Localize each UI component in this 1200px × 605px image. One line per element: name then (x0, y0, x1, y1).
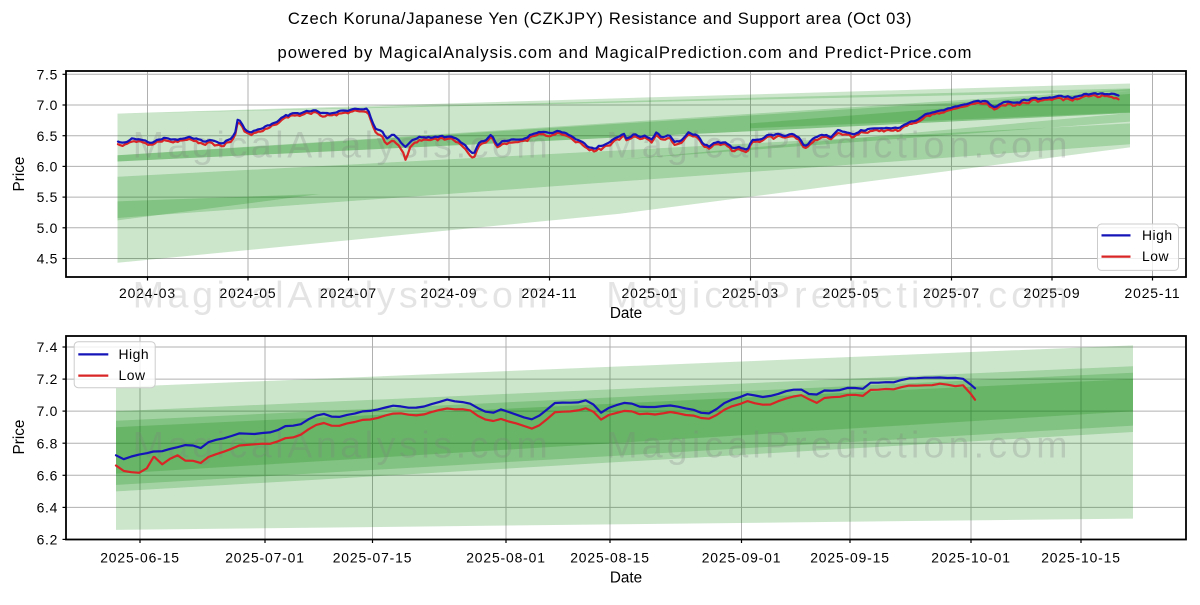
svg-text:5.5: 5.5 (37, 189, 58, 205)
svg-text:5.0: 5.0 (37, 220, 58, 236)
svg-text:2024-05: 2024-05 (220, 285, 277, 301)
svg-text:2025-08-01: 2025-08-01 (466, 549, 546, 565)
svg-text:7.0: 7.0 (37, 97, 58, 113)
svg-text:2024-03: 2024-03 (119, 285, 176, 301)
svg-text:powered by MagicalAnalysis.com: powered by MagicalAnalysis.com and Magic… (278, 43, 973, 62)
svg-text:6.4: 6.4 (37, 500, 58, 516)
svg-text:Low: Low (1142, 248, 1169, 264)
svg-text:Czech Koruna/Japanese Yen (CZK: Czech Koruna/Japanese Yen (CZKJPY) Resis… (288, 9, 912, 28)
svg-text:MagicalPrediction.com: MagicalPrediction.com (606, 273, 1071, 315)
svg-text:2025-01: 2025-01 (622, 285, 679, 301)
svg-text:High: High (1142, 227, 1173, 243)
svg-text:2025-09: 2025-09 (1024, 285, 1081, 301)
svg-text:2025-09-01: 2025-09-01 (702, 549, 782, 565)
svg-text:2025-07: 2025-07 (923, 285, 980, 301)
svg-text:2025-10-15: 2025-10-15 (1041, 549, 1121, 565)
svg-text:MagicalPrediction.com: MagicalPrediction.com (606, 423, 1071, 465)
svg-text:6.2: 6.2 (37, 532, 58, 548)
svg-text:7.5: 7.5 (37, 66, 58, 82)
svg-text:MagicalAnalysis.com: MagicalAnalysis.com (133, 273, 552, 315)
svg-text:2024-07: 2024-07 (320, 285, 377, 301)
svg-text:Price: Price (11, 157, 28, 192)
svg-text:Low: Low (119, 367, 146, 383)
svg-text:2025-07-01: 2025-07-01 (225, 549, 305, 565)
svg-text:2025-08-15: 2025-08-15 (570, 549, 650, 565)
svg-text:2025-07-15: 2025-07-15 (333, 549, 413, 565)
svg-text:2025-09-15: 2025-09-15 (810, 549, 890, 565)
svg-text:Date: Date (610, 569, 642, 586)
svg-text:MagicalAnalysis.com: MagicalAnalysis.com (133, 123, 552, 165)
svg-text:6.8: 6.8 (37, 435, 58, 451)
svg-text:2024-11: 2024-11 (522, 285, 578, 301)
svg-text:2025-10-01: 2025-10-01 (931, 549, 1011, 565)
svg-text:6.5: 6.5 (37, 128, 58, 144)
svg-text:7.0: 7.0 (37, 403, 58, 419)
svg-text:MagicalAnalysis.com: MagicalAnalysis.com (133, 423, 552, 465)
svg-text:6.6: 6.6 (37, 467, 58, 483)
svg-text:7.4: 7.4 (37, 339, 58, 355)
svg-text:2025-06-15: 2025-06-15 (100, 549, 180, 565)
svg-text:7.2: 7.2 (37, 371, 58, 387)
svg-text:4.5: 4.5 (37, 251, 58, 267)
svg-text:2025-11: 2025-11 (1125, 285, 1181, 301)
svg-text:2024-09: 2024-09 (421, 285, 478, 301)
svg-text:Date: Date (610, 305, 642, 322)
svg-text:2025-05: 2025-05 (823, 285, 880, 301)
svg-text:High: High (119, 346, 150, 362)
svg-text:Price: Price (11, 420, 28, 455)
svg-text:6.0: 6.0 (37, 159, 58, 175)
svg-text:2025-03: 2025-03 (722, 285, 779, 301)
